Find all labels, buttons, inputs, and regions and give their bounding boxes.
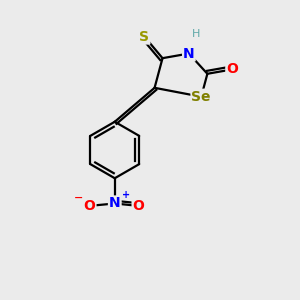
Text: O: O (133, 199, 145, 213)
Text: O: O (84, 199, 95, 213)
Text: +: + (122, 190, 130, 200)
Text: −: − (74, 193, 83, 202)
Text: N: N (183, 46, 195, 61)
Text: Se: Se (191, 90, 211, 104)
Text: O: O (226, 62, 238, 76)
Text: N: N (109, 196, 121, 211)
Text: H: H (192, 29, 200, 39)
Text: S: S (140, 29, 149, 44)
